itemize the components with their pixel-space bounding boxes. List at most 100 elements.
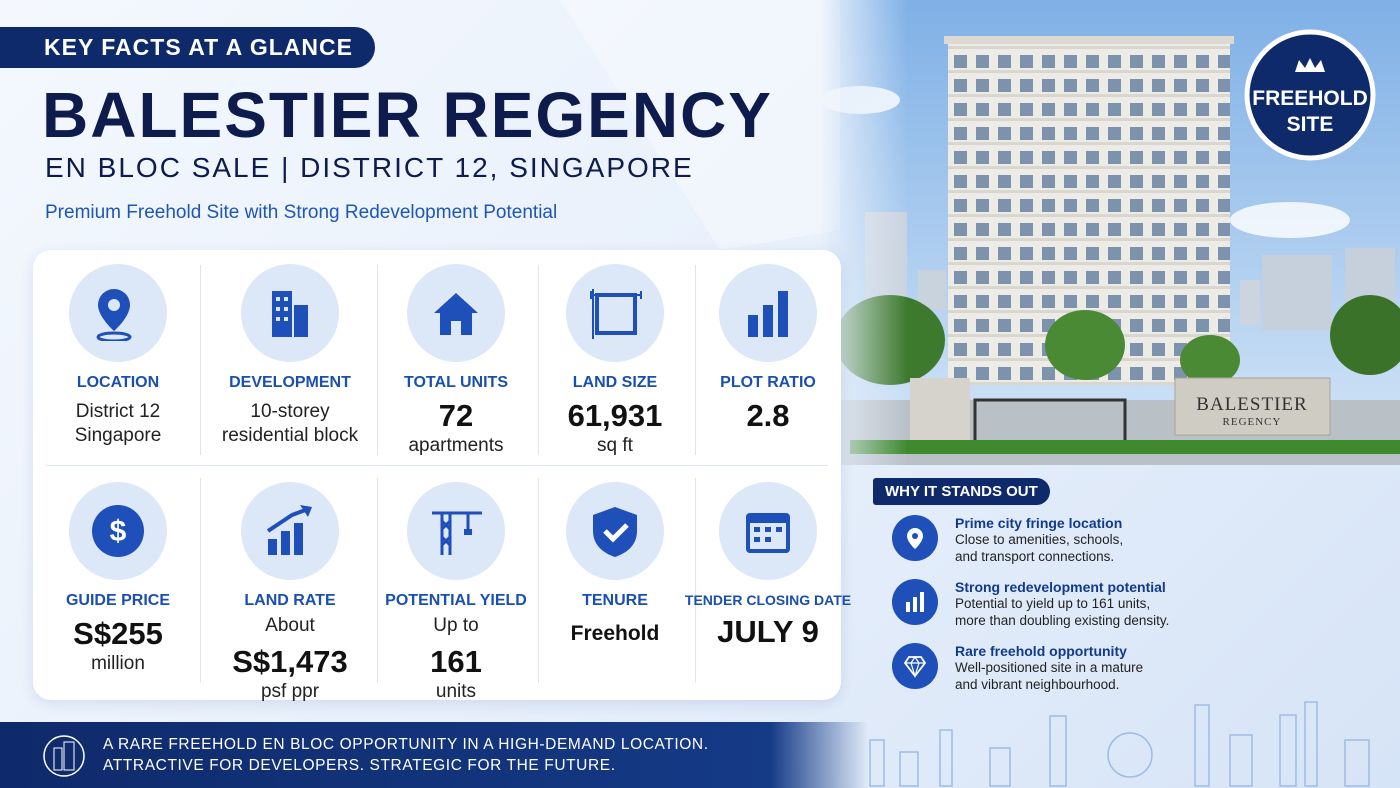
fact-card: LAND RATE About S$1,473 psf ppr bbox=[205, 482, 375, 704]
fact-label: LAND SIZE bbox=[572, 374, 658, 391]
fact-card: TENDER CLOSING DATE JULY 9 bbox=[683, 482, 853, 650]
fact-icon bbox=[719, 264, 817, 362]
fact-label: LOCATION bbox=[76, 374, 160, 391]
icon: $ bbox=[92, 505, 144, 557]
sign-line: BALESTIER bbox=[1196, 394, 1308, 415]
fact-prefix: Up to bbox=[433, 615, 479, 636]
col-divider bbox=[377, 478, 378, 683]
fact-text: units bbox=[435, 681, 477, 702]
fact-icon bbox=[566, 482, 664, 580]
badge-line: FREEHOLD bbox=[1252, 87, 1368, 110]
why-item-text: and transport connections. bbox=[955, 549, 1115, 564]
col-divider bbox=[538, 265, 539, 455]
col-divider bbox=[695, 265, 696, 455]
icon bbox=[593, 507, 637, 557]
why-item: Strong redevelopment potential Potential … bbox=[955, 579, 1169, 629]
fact-value: S$1,473 bbox=[232, 644, 348, 679]
why-item-text: more than doubling existing density. bbox=[955, 613, 1170, 628]
why-title: WHY IT STANDS OUT bbox=[873, 478, 1050, 505]
icon bbox=[907, 528, 923, 549]
icon bbox=[903, 655, 927, 678]
icon bbox=[746, 513, 790, 553]
fact-value: 72 bbox=[438, 398, 474, 433]
fact-card: LAND SIZE 61,931 sq ft bbox=[530, 264, 700, 458]
fact-label: GUIDE PRICE bbox=[65, 592, 170, 609]
why-item-title: Strong redevelopment potential bbox=[955, 579, 1166, 595]
fact-icon bbox=[566, 264, 664, 362]
col-divider bbox=[695, 478, 696, 683]
fact-icon bbox=[407, 482, 505, 580]
subtitle: EN BLOC SALE | DISTRICT 12, SINGAPORE bbox=[45, 152, 694, 183]
fact-icon bbox=[69, 264, 167, 362]
fact-value: JULY 9 bbox=[717, 614, 819, 649]
footer-line: ATTRACTIVE FOR DEVELOPERS. STRATEGIC FOR… bbox=[103, 757, 616, 774]
fact-prefix: About bbox=[265, 615, 315, 636]
col-divider bbox=[200, 478, 201, 683]
fact-text: apartments bbox=[408, 435, 504, 456]
fact-value: 2.8 bbox=[746, 398, 790, 433]
icon bbox=[590, 289, 642, 339]
fact-card: TOTAL UNITS 72 apartments bbox=[371, 264, 541, 458]
fact-card: DEVELOPMENT 10-storey residential block bbox=[205, 264, 375, 448]
sign-line: REGENCY bbox=[1222, 416, 1282, 428]
fact-text: District 12 bbox=[75, 401, 161, 422]
fact-card: TENURE Freehold bbox=[530, 482, 700, 652]
why-item-text: Close to amenities, schools, bbox=[955, 532, 1124, 547]
footer: A RARE FREEHOLD EN BLOC OPPORTUNITY IN A… bbox=[0, 722, 1400, 788]
icon bbox=[432, 511, 482, 555]
fact-icon bbox=[241, 482, 339, 580]
why-icon bbox=[892, 579, 938, 625]
fact-label: TENURE bbox=[582, 592, 648, 609]
badge-line: SITE bbox=[1286, 113, 1334, 136]
fact-card: POTENTIAL YIELD Up to 161 units bbox=[371, 482, 541, 704]
tagline: Premium Freehold Site with Strong Redeve… bbox=[45, 202, 558, 223]
fact-text: residential block bbox=[221, 425, 359, 446]
fact-text: 10-storey bbox=[250, 401, 330, 422]
why-item-title: Prime city fringe location bbox=[955, 515, 1123, 531]
icon bbox=[434, 293, 478, 335]
why-item: Prime city fringe location Close to ameni… bbox=[955, 515, 1123, 565]
fact-label: TENDER CLOSING DATE bbox=[684, 592, 852, 608]
icon bbox=[272, 291, 308, 337]
footer-icon bbox=[43, 735, 85, 777]
fact-text: sq ft bbox=[597, 435, 633, 456]
fact-label: DEVELOPMENT bbox=[229, 374, 351, 391]
fact-value: S$255 bbox=[73, 616, 163, 651]
why-item-title: Rare freehold opportunity bbox=[955, 643, 1127, 659]
svg-text:$: $ bbox=[110, 515, 127, 548]
fact-icon: $ bbox=[69, 482, 167, 580]
fact-icon bbox=[407, 264, 505, 362]
fact-label: PLOT RATIO bbox=[720, 374, 816, 391]
tag: KEY FACTS AT A GLANCE bbox=[0, 27, 375, 68]
fact-value: Freehold bbox=[570, 622, 660, 645]
icon bbox=[96, 289, 132, 341]
fact-card: $ GUIDE PRICE S$255 million bbox=[33, 482, 203, 676]
icon bbox=[748, 291, 788, 337]
col-divider bbox=[200, 265, 201, 455]
fact-icon bbox=[719, 482, 817, 580]
fact-value: 161 bbox=[430, 644, 482, 679]
fact-card: LOCATION District 12 Singapore bbox=[33, 264, 203, 448]
why-icon bbox=[892, 515, 938, 561]
fact-text: million bbox=[91, 653, 145, 674]
fact-label: POTENTIAL YIELD bbox=[385, 592, 527, 609]
sign: BALESTIER REGENCY bbox=[1196, 394, 1307, 428]
row-divider bbox=[46, 465, 828, 466]
fact-text: Singapore bbox=[74, 425, 162, 446]
icon bbox=[266, 505, 312, 555]
fact-icon bbox=[241, 264, 339, 362]
why-item-text: Well-positioned site in a mature bbox=[955, 660, 1144, 675]
fact-label: TOTAL UNITS bbox=[404, 374, 508, 391]
col-divider bbox=[377, 265, 378, 455]
why-item: Rare freehold opportunity Well-positioned… bbox=[955, 643, 1143, 693]
why-item-text: Potential to yield up to 161 units, bbox=[955, 596, 1151, 611]
fact-label: LAND RATE bbox=[244, 592, 336, 609]
badge: FREEHOLD SITE bbox=[1252, 86, 1368, 138]
col-divider bbox=[538, 478, 539, 683]
footer-line: A RARE FREEHOLD EN BLOC OPPORTUNITY IN A… bbox=[103, 736, 709, 753]
fact-value: 61,931 bbox=[567, 398, 663, 433]
icon bbox=[906, 592, 924, 612]
why-icon bbox=[892, 643, 938, 689]
